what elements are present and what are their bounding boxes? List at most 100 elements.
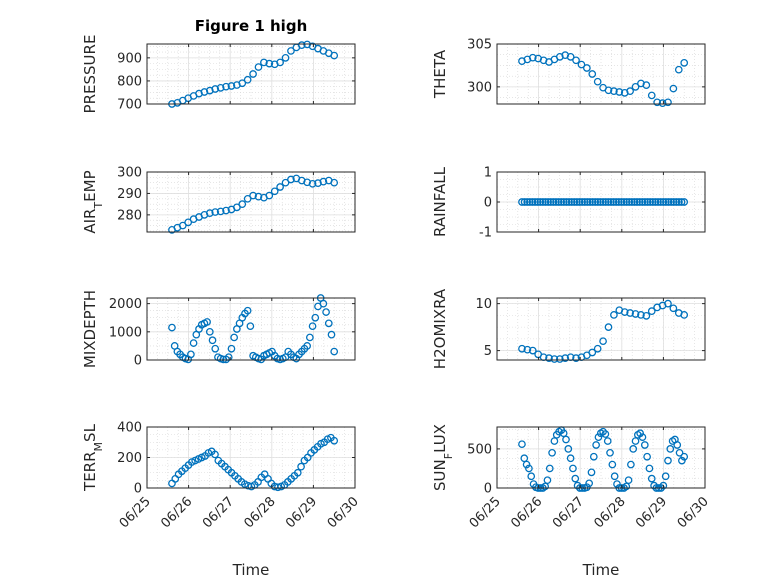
y-tick-label: -1 — [479, 226, 492, 241]
data-point — [658, 99, 667, 107]
data-point — [319, 299, 328, 308]
data-point — [607, 198, 615, 206]
x-tick-label: 06/27 — [550, 494, 587, 531]
data-point — [211, 344, 220, 353]
data-point — [646, 198, 655, 206]
data-point — [573, 198, 581, 206]
data-point — [669, 304, 678, 313]
data-point — [592, 441, 600, 449]
data-point — [656, 198, 665, 206]
x-tick-label: 06/26 — [508, 494, 545, 531]
data-point — [645, 464, 654, 473]
data-point — [297, 462, 305, 471]
data-point — [544, 198, 552, 206]
data-point — [525, 198, 534, 206]
y-tick-label: 700 — [117, 98, 142, 113]
data-point — [536, 198, 545, 206]
y-tick-label: 305 — [467, 38, 492, 53]
data-point — [178, 221, 187, 230]
data-point — [630, 198, 639, 206]
data-point — [608, 460, 617, 469]
data-point — [549, 198, 558, 206]
x-tick-label: 06/30 — [675, 494, 712, 531]
data-point — [557, 198, 566, 206]
data-point — [327, 330, 336, 339]
data-point — [168, 323, 176, 332]
data-point — [669, 198, 678, 206]
y-tick-label: 290 — [117, 187, 142, 202]
data-point — [601, 198, 610, 206]
data-point — [216, 84, 225, 92]
data-point — [572, 56, 580, 65]
data-point — [528, 53, 537, 62]
y-tick-label: 200 — [117, 451, 142, 466]
y-tick-label: 2000 — [109, 297, 142, 312]
data-point — [276, 58, 284, 67]
data-point — [566, 454, 575, 463]
y-axis-label: RAINFALL — [431, 166, 449, 237]
data-point — [311, 313, 320, 322]
data-point — [603, 437, 612, 445]
data-point — [227, 82, 236, 90]
data-point — [238, 200, 247, 208]
data-point — [604, 198, 613, 206]
data-point — [330, 347, 339, 356]
data-point — [287, 47, 295, 55]
data-point — [249, 191, 257, 200]
data-point — [548, 448, 556, 457]
x-tick-label: 06/28 — [242, 494, 279, 531]
y-tick-label: 500 — [467, 442, 492, 457]
data-point — [669, 84, 678, 93]
data-point — [189, 339, 198, 347]
data-point — [567, 198, 576, 206]
data-point — [554, 198, 563, 206]
data-point — [203, 318, 211, 326]
data-point — [546, 198, 555, 206]
data-point — [330, 436, 339, 445]
data-point — [249, 70, 257, 78]
data-point — [230, 333, 238, 342]
data-point — [520, 198, 529, 206]
data-point — [583, 483, 591, 492]
data-point — [314, 179, 322, 187]
data-point — [254, 63, 263, 71]
data-point — [604, 323, 613, 331]
data-point — [281, 178, 290, 187]
data-point — [543, 476, 552, 485]
data-point — [588, 198, 597, 206]
data-point — [601, 430, 610, 438]
y-axis-label: TERRMSL — [81, 423, 105, 492]
data-point — [626, 309, 634, 317]
data-point — [562, 435, 570, 444]
data-point — [647, 474, 656, 483]
x-tick-label: 06/29 — [633, 494, 670, 531]
data-point — [552, 198, 560, 206]
data-point — [528, 346, 537, 355]
y-axis-label: H2OMIXRA — [431, 288, 449, 369]
data-point — [631, 83, 640, 91]
data-point — [293, 468, 302, 477]
y-tick-label: 0 — [484, 196, 492, 211]
data-point — [664, 456, 672, 465]
y-axis-label: MIXDEPTH — [81, 290, 99, 368]
data-point — [238, 79, 247, 88]
data-point — [531, 198, 539, 206]
data-point — [555, 355, 564, 363]
data-point — [577, 60, 586, 69]
data-point — [659, 198, 668, 206]
x-tick-label: 06/30 — [325, 494, 362, 531]
data-point — [518, 440, 526, 449]
data-point — [561, 354, 570, 362]
data-point — [564, 445, 573, 453]
data-point — [208, 336, 217, 345]
data-point — [233, 203, 241, 212]
data-point — [591, 198, 600, 206]
data-point — [522, 460, 531, 469]
data-point — [525, 464, 533, 473]
data-point — [677, 198, 686, 206]
data-point — [211, 450, 219, 459]
subplot-rainfall: -1 0 1 RAINFALL — [431, 166, 706, 241]
data-point — [260, 58, 268, 67]
data-point — [297, 41, 306, 50]
data-point — [680, 311, 689, 319]
